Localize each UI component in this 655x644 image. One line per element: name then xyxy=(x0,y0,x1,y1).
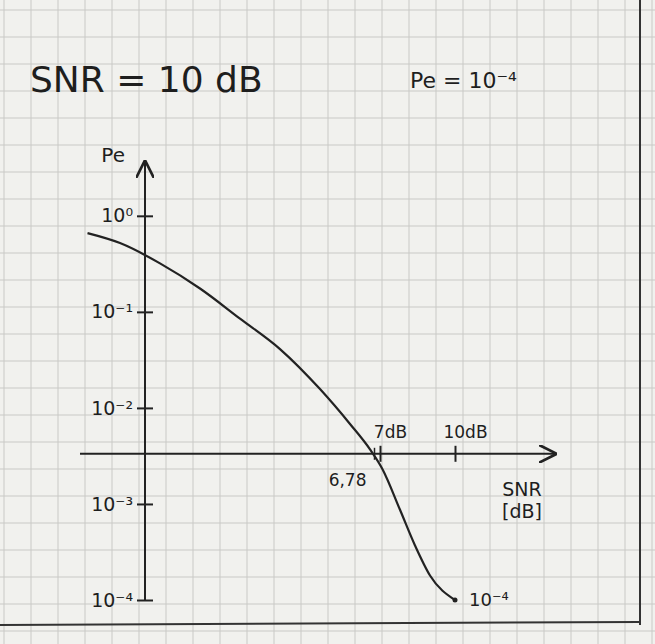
paper-line xyxy=(0,388,655,389)
x-axis-line xyxy=(80,453,555,455)
annotation-point xyxy=(453,598,458,603)
paper-line xyxy=(0,280,655,281)
y-axis-title: Pe xyxy=(101,143,125,167)
y-tick-label: 10⁻² xyxy=(91,396,133,418)
paper-line xyxy=(0,37,655,38)
paper-line xyxy=(274,0,275,644)
y-tick-label: 10⁻¹ xyxy=(91,300,133,322)
paper-line xyxy=(571,0,572,644)
y-tick-label: 10⁻⁴ xyxy=(91,589,133,611)
page-edge xyxy=(639,0,641,625)
paper-line xyxy=(0,172,655,173)
paper-line xyxy=(625,0,626,644)
paper-line xyxy=(598,0,599,644)
paper-line xyxy=(0,253,655,254)
paper-line xyxy=(355,0,356,644)
paper-line xyxy=(0,145,655,146)
x-axis-title: SNR[dB] xyxy=(502,478,542,522)
paper-line xyxy=(652,0,653,644)
paper-line xyxy=(0,226,655,227)
paper-line xyxy=(409,0,410,644)
paper-line xyxy=(436,0,437,644)
paper-line xyxy=(0,334,655,335)
y-tick-label: 10⁰ xyxy=(101,204,133,226)
paper-line xyxy=(382,0,383,644)
y-tick-mark xyxy=(137,215,153,217)
y-tick-label: 10⁻³ xyxy=(91,493,133,515)
paper-line xyxy=(0,361,655,362)
y-axis-line xyxy=(144,162,146,600)
title: SNR = 10 dB xyxy=(30,59,263,100)
paper-line xyxy=(0,523,655,524)
paper-line xyxy=(328,0,329,644)
paper-line xyxy=(0,469,655,470)
x-axis: 7dB 10dB xyxy=(80,422,555,462)
paper-line xyxy=(544,0,545,644)
paper-line xyxy=(0,550,655,551)
y-tick: 10⁻¹ xyxy=(91,300,153,322)
annotation-tick xyxy=(374,448,376,460)
paper-line xyxy=(4,0,5,644)
y-tick-mark xyxy=(137,503,153,505)
x-tick: 7dB xyxy=(374,422,407,462)
paper-line xyxy=(490,0,491,644)
annotation: 10⁻⁴ xyxy=(469,589,509,610)
paper-line xyxy=(0,199,655,200)
y-tick: 10⁻⁴ xyxy=(91,589,153,611)
y-tick-mark xyxy=(137,407,153,409)
y-axis: 10⁰ 10⁻¹ 10⁻² 10⁻³ 10⁻⁴ xyxy=(91,162,153,611)
y-tick: 10⁻³ xyxy=(91,493,153,515)
x-tick-mark xyxy=(380,446,382,462)
paper-line xyxy=(517,0,518,644)
subtitle: Pe = 10⁻⁴ xyxy=(410,68,517,93)
y-tick: 10⁻² xyxy=(91,396,153,418)
plot-area xyxy=(88,233,456,600)
paper-line xyxy=(301,0,302,644)
paper-line xyxy=(0,442,655,443)
y-tick-mark xyxy=(137,600,153,602)
x-tick: 10dB xyxy=(443,422,487,462)
page-edge xyxy=(0,622,640,625)
x-tick-mark xyxy=(455,446,457,462)
y-tick-mark xyxy=(137,311,153,313)
texts: SNR = 10 dB Pe = 10⁻⁴ Pe SNR[dB] 6,78 10⁻⁴ xyxy=(30,59,542,610)
paper-line xyxy=(0,10,655,11)
x-tick-label: 7dB xyxy=(374,422,407,442)
paper-line xyxy=(463,0,464,644)
paper-line xyxy=(0,118,655,119)
chart: 10⁰ 10⁻¹ 10⁻² 10⁻³ 10⁻⁴ 7dB 10dB SNR = 10 dB Pe … xyxy=(0,0,655,644)
y-tick: 10⁰ xyxy=(101,204,153,226)
annotation: 6,78 xyxy=(329,470,367,490)
paper-line xyxy=(0,577,655,578)
paper-grid xyxy=(0,0,655,644)
paper-line xyxy=(0,631,655,632)
pe-curve xyxy=(88,233,456,600)
x-tick-label: 10dB xyxy=(443,422,487,442)
